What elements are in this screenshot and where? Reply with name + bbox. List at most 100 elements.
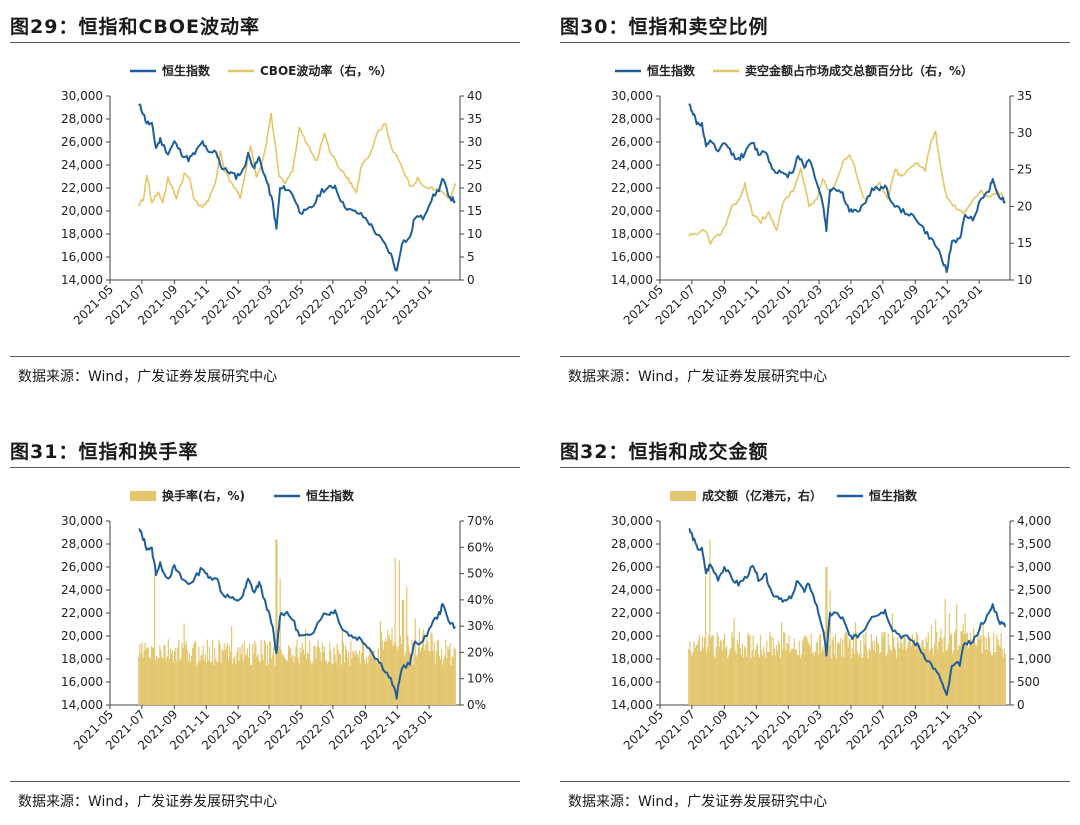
bar: [784, 632, 786, 705]
bar: [1001, 648, 1003, 705]
bar: [749, 634, 751, 705]
bar: [858, 655, 860, 705]
bar: [454, 648, 456, 705]
bar: [696, 645, 698, 705]
secondary-line: [138, 112, 457, 209]
bar: [368, 655, 370, 705]
bar: [879, 654, 881, 705]
bar: [352, 651, 354, 705]
bar: [729, 649, 731, 705]
bar: [862, 657, 864, 705]
bar: [707, 646, 709, 705]
bar: [841, 655, 843, 705]
chart-title: 图29：恒指和CBOE波动率: [10, 16, 260, 38]
bar: [210, 661, 213, 705]
bar: [273, 646, 275, 705]
bar: [241, 644, 243, 705]
bar: [156, 655, 158, 705]
bar: [943, 637, 945, 705]
bar: [240, 654, 242, 705]
bar: [397, 646, 399, 705]
bar: [184, 644, 186, 705]
bar: [274, 665, 276, 705]
bar: [313, 645, 315, 705]
bar: [789, 652, 791, 705]
bar: [215, 659, 217, 705]
bar: [922, 640, 924, 705]
bar: [909, 636, 911, 705]
bar: [833, 654, 835, 705]
bar: [330, 650, 332, 705]
bar: [710, 637, 712, 705]
bar: [890, 651, 892, 705]
bar: [952, 650, 955, 705]
bar: [304, 628, 307, 705]
bar: [302, 648, 304, 705]
bar: [267, 664, 270, 705]
bar: [969, 633, 972, 705]
bar: [883, 631, 885, 705]
y-left-tick-label: 14,000: [61, 698, 103, 712]
bar: [162, 658, 164, 705]
bar: [300, 652, 302, 705]
bar: [394, 557, 396, 705]
bar: [183, 623, 185, 705]
bar: [939, 637, 941, 705]
bar: [305, 658, 308, 705]
y-right-tick-label: 1,500: [1017, 629, 1051, 643]
y-right-tick-label: 35: [1017, 89, 1032, 103]
bar: [728, 655, 730, 705]
bar: [836, 642, 839, 705]
bar: [793, 638, 795, 705]
bar: [344, 645, 347, 705]
bar: [188, 653, 191, 705]
bar: [822, 645, 824, 705]
bar: [413, 654, 415, 705]
bar: [187, 661, 189, 705]
bar: [312, 661, 314, 705]
bar: [977, 638, 979, 705]
bar: [806, 638, 808, 705]
bar: [452, 657, 454, 705]
bar: [817, 654, 820, 705]
bar: [962, 624, 964, 705]
bar: [797, 655, 800, 705]
bar: [762, 655, 764, 705]
bar: [964, 613, 966, 705]
bar: [958, 644, 960, 705]
bar: [846, 633, 848, 705]
source-rule: [10, 356, 520, 357]
bar: [759, 634, 762, 705]
bar: [333, 647, 335, 705]
bar: [961, 630, 963, 705]
legend-swatch: [130, 491, 156, 501]
bar: [785, 650, 787, 705]
bar: [402, 599, 405, 705]
bar: [963, 634, 965, 705]
bar: [276, 539, 278, 705]
y-left-tick-label: 20,000: [61, 204, 103, 218]
bar: [775, 645, 777, 705]
hsi-cboe-chart: 14,000 16,000 18,000 20,000 22,000 24,000 26,0…: [61, 63, 482, 328]
bar: [337, 649, 339, 705]
bar: [979, 638, 981, 705]
bar: [976, 645, 978, 705]
bar: [994, 652, 996, 705]
y-left-tick-label: 20,000: [611, 629, 653, 643]
hsi-line: [138, 103, 456, 272]
bar: [226, 643, 228, 705]
bar: [985, 637, 987, 705]
bar: [764, 652, 766, 705]
bar: [842, 638, 844, 705]
bar: [916, 632, 918, 705]
source-rule: [560, 781, 1070, 782]
bar: [863, 634, 865, 705]
bar: [159, 645, 161, 705]
bar: [443, 659, 445, 705]
bar: [254, 641, 256, 705]
bar: [1000, 632, 1002, 705]
bar: [980, 634, 982, 705]
y-right-tick-label: 20%: [467, 645, 494, 659]
bar: [896, 658, 898, 705]
bar: [831, 639, 833, 705]
